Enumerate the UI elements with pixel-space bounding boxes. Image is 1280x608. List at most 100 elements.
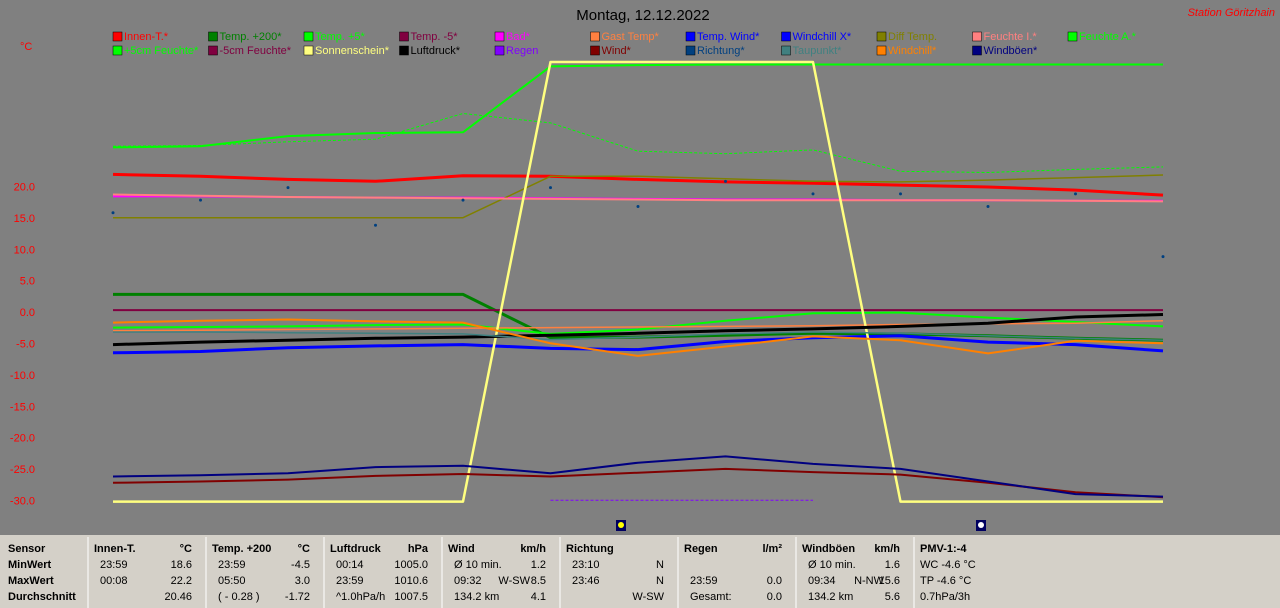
data-dot <box>549 186 552 190</box>
legend-label: Feuchte I.* <box>984 31 1038 43</box>
legend-label: Windchill* <box>888 45 937 57</box>
cell-value: 134.2 km <box>454 591 499 603</box>
data-dot <box>111 211 115 215</box>
cell-value: ( - 0.28 ) <box>218 591 260 603</box>
cell-value: 1005.0 <box>394 559 428 571</box>
series-line <box>112 311 1164 335</box>
y-tick-label: -5.0 <box>16 339 35 351</box>
y-tick-label: 20.0 <box>14 182 35 194</box>
cell-value: N <box>656 559 664 571</box>
data-dot <box>986 204 990 208</box>
column-unit: km/h <box>520 543 546 555</box>
series-line <box>113 60 1163 503</box>
cell-value: 23:59 <box>218 559 246 571</box>
series-line <box>112 113 1164 173</box>
legend-label: Temp. +200* <box>220 31 283 43</box>
cell-value: 23:59 <box>690 575 718 587</box>
column-header: Richtung <box>566 543 614 555</box>
summary-table: Sensor Innen-T. °C Temp. +200 °C Luftdruck hPa… <box>0 535 1280 608</box>
legend-label: Windböen* <box>984 45 1039 57</box>
cell-value: -4.5 <box>291 559 310 571</box>
series-line <box>112 455 1164 498</box>
legend-label: Feuchte A.* <box>1079 31 1137 43</box>
series-line <box>112 172 1164 197</box>
y-unit: °C <box>20 41 32 53</box>
legend-label: Temp. -5* <box>411 31 459 43</box>
cell-value: Ø 10 min. <box>454 559 502 571</box>
legend-label: Innen-T.* <box>124 31 169 43</box>
legend-label: Temp. +5* <box>315 31 366 43</box>
legend-swatch <box>399 31 409 42</box>
legend-label: Sonnenschein* <box>315 45 390 57</box>
legend-swatch <box>112 31 123 42</box>
cell-value: 1007.5 <box>394 591 428 603</box>
y-tick-label: 0.0 <box>20 307 35 319</box>
cell-value: 23:59 <box>336 575 364 587</box>
cell-value: ^1.0hPa/h <box>336 591 385 603</box>
legend-label: Richtung* <box>697 45 745 57</box>
series-line <box>112 193 1164 203</box>
cell-value: 1.6 <box>885 559 900 571</box>
y-tick-label: 10.0 <box>14 244 35 256</box>
cell-value: N <box>656 575 664 587</box>
series-line <box>112 63 1163 149</box>
cell-value: 22.2 <box>171 575 192 587</box>
cell-value: 4.1 <box>531 591 546 603</box>
data-dot <box>899 192 902 196</box>
column-unit: l/m² <box>762 543 782 555</box>
data-dot <box>724 179 727 183</box>
legend-label: Windchill X* <box>793 31 852 43</box>
cell-value: 20.46 <box>164 591 192 603</box>
cell-value: 23:10 <box>572 559 600 571</box>
cell-value: 09:34 <box>808 575 836 587</box>
legend-label: Diff Temp. <box>888 31 937 43</box>
cell-value: 0.0 <box>767 575 782 587</box>
cell-value: 05:50 <box>218 575 246 587</box>
cell-value: 23:46 <box>572 575 600 587</box>
legend-swatch <box>781 45 791 56</box>
legend-swatch <box>303 31 314 42</box>
column-header: Windböen <box>802 543 855 555</box>
column-unit: hPa <box>408 543 429 555</box>
legend-swatch <box>112 45 123 56</box>
column-header: Luftdruck <box>330 543 382 555</box>
y-tick-label: -10.0 <box>10 370 35 382</box>
cell-value: W-SW <box>632 591 664 603</box>
series-line <box>112 334 1164 355</box>
cell-value: 00:08 <box>100 575 128 587</box>
column-unit: km/h <box>874 543 900 555</box>
data-dot <box>811 192 815 196</box>
legend-swatch <box>685 45 696 56</box>
legend-swatch <box>208 45 218 56</box>
cell-value: 15.6 <box>879 575 900 587</box>
column-unit: °C <box>298 543 310 555</box>
column-header: Temp. +200 <box>212 543 271 555</box>
series-line <box>112 467 1164 499</box>
cell-value: Gesamt: <box>690 591 732 603</box>
chart: Montag, 12.12.2022 Station Göritzhain °C… <box>10 7 1275 531</box>
legend-swatch <box>590 45 600 56</box>
series-line <box>112 318 1164 357</box>
cell-value: W-SW <box>498 575 530 587</box>
cell-value: WC -4.6 °C <box>920 559 976 571</box>
station-name: Station Göritzhain <box>1188 7 1275 19</box>
data-dot <box>461 198 465 202</box>
cell-value: 1.2 <box>531 559 546 571</box>
column-header: Wind <box>448 543 475 555</box>
data-dot <box>1074 192 1077 196</box>
cell-value: 8.5 <box>531 575 546 587</box>
column-header: Regen <box>684 543 718 555</box>
y-tick-label: -30.0 <box>10 496 35 508</box>
legend-label: Bad* <box>506 31 531 43</box>
cell-value: 23:59 <box>100 559 128 571</box>
legend-swatch <box>876 45 887 56</box>
legend-swatch <box>303 45 314 56</box>
cell-value: 1010.6 <box>394 575 428 587</box>
legend-label: Temp. Wind* <box>697 31 760 43</box>
cell-value: 0.0 <box>767 591 782 603</box>
chart-title: Montag, 12.12.2022 <box>576 7 709 24</box>
legend-swatch <box>876 31 887 42</box>
y-tick-label: 15.0 <box>14 213 35 225</box>
legend-swatch <box>781 31 791 42</box>
y-tick-label: -20.0 <box>10 433 35 445</box>
